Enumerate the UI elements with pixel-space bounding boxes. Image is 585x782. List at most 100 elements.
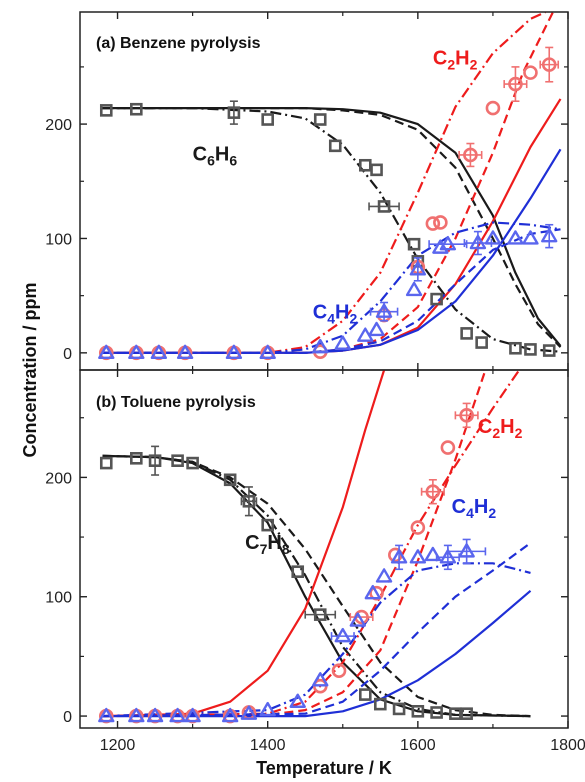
data-point-c2h2 — [331, 663, 347, 679]
species-symbol: H — [335, 302, 349, 324]
data-point-c7h8 — [313, 608, 327, 621]
data-point-c7h8 — [430, 706, 443, 719]
data-point-c4h2 — [458, 543, 475, 558]
data-point-c4h2 — [375, 303, 393, 318]
data-point-c4h2 — [98, 707, 115, 723]
data-point-c6h6 — [377, 200, 391, 213]
data-point-c4h2 — [225, 344, 243, 360]
data-point-c4h2 — [184, 707, 201, 723]
data-point-c4h2 — [176, 344, 194, 360]
data-point-c4h2 — [240, 705, 258, 720]
data-point-c7h8 — [223, 473, 237, 487]
x-tick-label: 1400 — [250, 737, 286, 754]
data-point-c6h6 — [313, 113, 327, 126]
data-point-c6h6 — [328, 139, 342, 153]
data-point-c4h2 — [169, 707, 186, 723]
data-point-c4h2 — [128, 707, 145, 723]
data-point-c6h6 — [407, 237, 421, 251]
data-point-c4h2 — [128, 344, 145, 360]
model-curve-c6h6-dashdot — [102, 107, 561, 353]
y-tick-label: 0 — [63, 346, 72, 363]
data-point-c2h2 — [463, 147, 478, 163]
x-tick-label: 1600 — [400, 737, 436, 754]
panel-ticks: 0 100 200 — [45, 12, 569, 370]
data-point-c4h2 — [364, 584, 381, 600]
experimental-markers — [98, 46, 560, 361]
data-point-c7h8 — [460, 707, 473, 720]
species-subscript: 2 — [470, 57, 478, 73]
data-point-c7h8 — [411, 704, 425, 718]
data-point-c4h2 — [312, 672, 329, 687]
x-axis-ticks: 1200 1400 1600 1800 — [100, 737, 585, 754]
data-point-c2h2 — [410, 520, 426, 535]
data-point-c4h2 — [522, 230, 539, 245]
data-point-c4h2 — [312, 338, 329, 354]
data-point-c7h8 — [291, 565, 305, 578]
species-symbol: H — [455, 48, 469, 70]
y-tick-label: 0 — [63, 709, 72, 726]
y-tick-label: 100 — [45, 590, 72, 607]
species-subscript: 2 — [515, 425, 523, 441]
model-curve-c2h2-solid — [102, 370, 386, 718]
data-point-c4h2 — [405, 281, 423, 297]
model-curve-c2h2-dash — [102, 370, 487, 718]
data-point-c6h6 — [524, 343, 537, 356]
data-point-c4h2 — [390, 549, 408, 564]
data-point-c4h2 — [409, 549, 427, 564]
data-point-c4h2 — [409, 261, 427, 276]
data-point-c2h2 — [485, 100, 501, 116]
species-symbol: C — [478, 416, 492, 438]
model-curve-c7h8-dash — [102, 454, 531, 718]
data-point-c7h8 — [99, 456, 113, 470]
data-point-c4h2 — [146, 707, 164, 723]
data-point-c7h8 — [171, 454, 184, 467]
species-label-c2h2: C2H2 — [433, 48, 478, 73]
data-point-c4h2 — [424, 546, 442, 562]
panel-title: (b) Toluene pyrolysis — [96, 394, 256, 411]
data-point-c4h2 — [349, 612, 366, 627]
model-curve-c4h2-dash — [102, 542, 532, 718]
data-point-c7h8 — [261, 518, 274, 532]
data-point-c6h6 — [261, 113, 274, 126]
species-label-c4h2: C4H2 — [313, 302, 358, 327]
species-label-c2h2: C2H2 — [478, 416, 523, 441]
data-point-c7h8 — [186, 456, 199, 470]
species-symbol: C — [245, 532, 259, 554]
species-symbol: H — [267, 532, 281, 554]
model-curve-c7h8-solid — [102, 454, 531, 718]
data-point-c4h2 — [221, 707, 239, 723]
data-point-c4h2 — [98, 344, 115, 360]
species-symbol: H — [500, 416, 514, 438]
data-point-c7h8 — [374, 697, 387, 711]
data-point-c2h2 — [459, 408, 474, 423]
panel-frame — [79, 369, 569, 729]
data-point-c2h2 — [440, 440, 456, 455]
species-subscript: 4 — [327, 311, 335, 327]
y-tick-label: 100 — [45, 231, 72, 248]
species-symbol: H — [215, 144, 229, 166]
model-curve-c6h6-dash — [102, 107, 562, 348]
species-symbol: C — [193, 144, 207, 166]
species-subscript: 2 — [492, 425, 500, 441]
data-point-c4h2 — [432, 239, 449, 254]
data-point-c6h6 — [509, 341, 522, 355]
data-point-c6h6 — [130, 102, 143, 116]
model-curve-c4h2-dashdot — [102, 562, 531, 718]
data-point-c6h6 — [227, 106, 241, 119]
y-axis-label: Concentration / ppm — [20, 283, 40, 458]
x-tick-label: 1800 — [550, 737, 585, 754]
data-point-c4h2 — [289, 693, 306, 708]
model-curve-c4h2-solid — [102, 589, 532, 718]
data-point-c6h6 — [475, 336, 488, 349]
data-point-c2h2 — [425, 216, 441, 231]
data-point-c4h2 — [368, 321, 385, 337]
data-point-c4h2 — [484, 230, 502, 245]
data-point-c4h2 — [541, 227, 558, 243]
model-curve-c7h8-dashdot — [102, 454, 531, 718]
data-point-c6h6 — [370, 163, 383, 177]
panel-title: (a) Benzene pyrolysis — [96, 35, 261, 52]
